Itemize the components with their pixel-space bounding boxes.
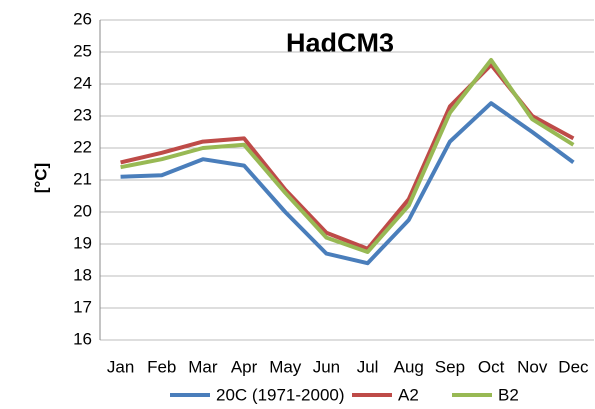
line-series xyxy=(120,62,575,251)
x-tick-label: Jun xyxy=(313,357,340,376)
y-tick-label: 22 xyxy=(73,137,92,156)
x-tick-label: Dec xyxy=(558,357,589,376)
x-tick-label: Nov xyxy=(517,357,548,376)
y-tick-label: 20 xyxy=(73,201,92,220)
x-tick-label: Aug xyxy=(394,357,424,376)
legend-label: B2 xyxy=(498,385,519,404)
x-tick-label: Oct xyxy=(478,357,505,376)
line-series xyxy=(120,58,575,254)
y-tick-label: 25 xyxy=(73,41,92,60)
y-tick-label: 18 xyxy=(73,265,92,284)
y-axis-label: [°C] xyxy=(31,163,50,193)
y-tick-label: 17 xyxy=(73,297,92,316)
x-tick-label: Apr xyxy=(231,357,258,376)
legend-label: A2 xyxy=(398,385,419,404)
y-tick-label: 24 xyxy=(73,73,92,92)
legend-label: 20C (1971-2000) xyxy=(216,385,345,404)
y-tick-label: 21 xyxy=(73,169,92,188)
x-tick-label: Jan xyxy=(107,357,134,376)
chart-title: HadCM3 xyxy=(286,28,394,58)
line-series xyxy=(120,101,575,266)
x-tick-label: Feb xyxy=(147,357,176,376)
y-tick-label: 16 xyxy=(73,329,92,348)
y-tick-label: 23 xyxy=(73,105,92,124)
x-tick-label: Sep xyxy=(435,357,465,376)
y-tick-label: 26 xyxy=(73,9,92,28)
x-tick-label: May xyxy=(269,357,302,376)
x-tick-label: Mar xyxy=(188,357,218,376)
y-tick-label: 19 xyxy=(73,233,92,252)
x-tick-label: Jul xyxy=(357,357,379,376)
